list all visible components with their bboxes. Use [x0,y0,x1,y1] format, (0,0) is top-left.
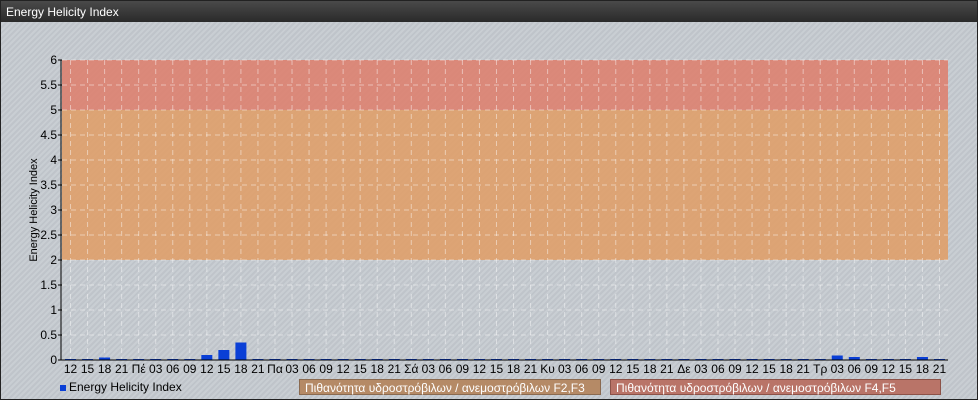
bar[interactable] [201,355,213,360]
bar[interactable] [848,357,860,360]
x-tick-label: 15 [353,362,367,376]
x-tick-label: 09 [456,362,470,376]
bar[interactable] [218,350,230,360]
x-tick-label: 06 [711,362,725,376]
legend-band-f2f3[interactable]: Πιθανότητα υδροστρόβιλων / ανεμοστρόβιλω… [299,379,601,395]
x-tick-label: 21 [388,362,402,376]
x-tick-label: 21 [796,362,810,376]
x-tick-label: 09 [592,362,606,376]
y-tick-label: 5 [50,103,57,117]
x-tick-label: 03 [149,362,163,376]
y-tick-label: 2 [50,253,57,267]
x-tick-label: 03 [422,362,436,376]
legend-series[interactable]: Energy Helicity Index [60,379,182,395]
y-tick-label: 0.5 [40,328,57,342]
x-tick-label: 18 [234,362,248,376]
x-tick-label: 18 [371,362,385,376]
x-tick-label: 03 [694,362,708,376]
y-tick-label: 5.5 [40,78,57,92]
x-tick-label: 12 [882,362,896,376]
x-tick-label: 15 [899,362,913,376]
x-tick-label: 09 [728,362,742,376]
y-tick-label: 3 [50,203,57,217]
bar[interactable] [235,342,247,361]
x-tick-label: 06 [302,362,316,376]
y-tick-label: 3.5 [40,178,57,192]
x-tick-label: 15 [490,362,504,376]
x-tick-label: 03 [285,362,299,376]
x-tick-label: 18 [779,362,793,376]
x-tick-label: Πέ [132,362,147,376]
x-tick-label: 15 [626,362,640,376]
band-0 [62,110,948,260]
x-tick-label: 21 [251,362,265,376]
x-tick-label: 12 [336,362,350,376]
y-tick-label: 4 [50,153,57,167]
x-tick-label: 09 [319,362,333,376]
x-tick-label: 12 [200,362,214,376]
x-tick-label: 06 [439,362,453,376]
x-tick-label: 18 [916,362,930,376]
x-tick-label: Κυ [540,362,555,376]
x-tick-label: Πα [267,362,283,376]
x-tick-label: 12 [64,362,78,376]
x-tick-label: 03 [558,362,572,376]
x-tick-label: 09 [183,362,197,376]
x-tick-label: 06 [575,362,589,376]
x-tick-label: 21 [115,362,129,376]
x-tick-label: 18 [507,362,521,376]
x-tick-label: 09 [865,362,879,376]
x-tick-label: 21 [933,362,947,376]
x-tick-label: 15 [81,362,95,376]
x-tick-label: 06 [166,362,180,376]
x-tick-label: Τρ [813,362,827,376]
legend-swatch [60,385,66,391]
x-tick-label: 12 [745,362,759,376]
x-tick-label: 18 [643,362,657,376]
window-title: Energy Helicity Index [1,1,977,22]
x-tick-label: Δε [677,362,691,376]
x-tick-label: 12 [609,362,623,376]
y-tick-label: 0 [50,353,57,367]
x-tick-label: 18 [98,362,112,376]
y-tick-label: 1.5 [40,278,57,292]
bar[interactable] [99,357,111,361]
band-1 [62,60,948,110]
x-tick-label: Σά [404,362,418,376]
y-tick-label: 4.5 [40,128,57,142]
y-tick-label: 2.5 [40,228,57,242]
bar[interactable] [831,355,843,361]
x-tick-label: 21 [660,362,674,376]
x-tick-label: 21 [524,362,538,376]
y-tick-label: 6 [50,53,57,67]
bar[interactable] [916,357,928,360]
x-tick-label: 15 [762,362,776,376]
x-tick-label: 06 [848,362,862,376]
x-tick-label: 03 [831,362,845,376]
legend-band-f4f5[interactable]: Πιθανότητα υδροστρόβιλων / ανεμοστρόβιλω… [610,379,941,395]
x-tick-label: 12 [473,362,487,376]
y-axis-label: Energy Helicity Index [28,158,40,262]
legend-series-label: Energy Helicity Index [69,380,182,394]
y-tick-label: 1 [50,303,57,317]
x-tick-label: 15 [217,362,231,376]
